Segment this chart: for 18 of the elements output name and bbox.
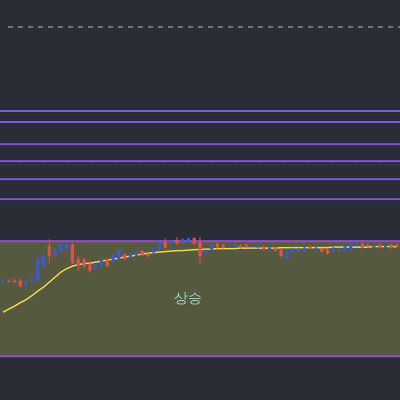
candlestick [42,253,46,269]
candlestick [36,256,40,282]
candlestick [59,242,62,254]
candlestick [158,240,162,252]
candlestick [106,258,109,268]
candlestick [70,242,74,265]
candlestick [285,249,289,261]
candlestick [117,248,120,261]
candlestick [48,238,51,264]
candlestick [76,256,80,272]
band-label: 상승 [174,290,202,306]
candlestick [111,253,115,265]
candlestick [164,238,167,250]
candlestick [18,277,22,288]
candlestick [82,258,86,269]
candlestick [198,236,202,264]
candlestick [53,247,57,258]
candlestick [88,260,92,274]
